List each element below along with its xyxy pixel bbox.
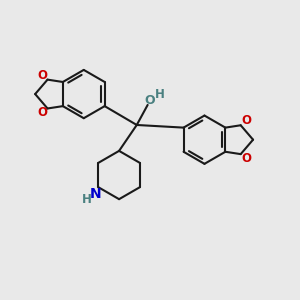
Text: N: N — [90, 187, 102, 201]
Text: H: H — [155, 88, 165, 101]
Text: O: O — [241, 114, 251, 127]
Text: O: O — [37, 69, 47, 82]
Text: O: O — [145, 94, 155, 107]
Text: O: O — [37, 106, 47, 119]
Text: O: O — [241, 152, 251, 165]
Text: H: H — [82, 193, 91, 206]
